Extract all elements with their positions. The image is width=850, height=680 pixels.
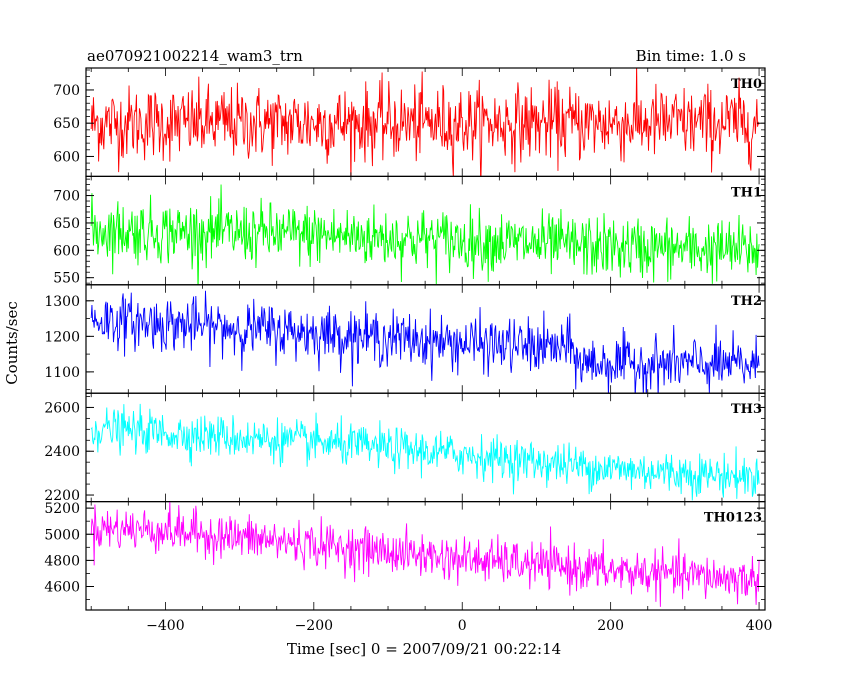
y-tick-label: 2200 [44, 488, 80, 504]
y-tick-label: 4800 [44, 553, 80, 569]
x-tick-label: −400 [146, 618, 184, 634]
y-tick-label: 5000 [44, 527, 80, 543]
panel-th3: 2200 2400 2600 TH3 [44, 392, 766, 504]
series-line-th0 [90, 68, 760, 177]
y-tick-label: 650 [53, 116, 80, 132]
x-axis: −400 −200 0 200 400 [146, 618, 772, 634]
y-tick-label: 2600 [44, 400, 80, 416]
panel-label-th3: TH3 [731, 402, 762, 417]
y-tick-label: 5200 [44, 501, 80, 517]
panel-label-th2: TH2 [731, 294, 762, 309]
figure-title: ae070921002214_wam3_trn [87, 47, 303, 65]
x-tick-label: −200 [295, 618, 333, 634]
panel-label-th0: TH0 [731, 77, 762, 92]
series-line-th2 [90, 290, 760, 394]
series-line-th1 [90, 184, 760, 285]
x-tick-label: 400 [746, 618, 773, 634]
y-axis-title: Counts/sec [3, 301, 21, 385]
panel-label-th0123: TH0123 [704, 511, 762, 526]
y-tick-label: 4600 [44, 579, 80, 595]
panel-th1: 550 600 650 700 TH1 [53, 175, 766, 287]
y-tick-label: 1200 [44, 329, 80, 345]
panel-th0: 600 650 700 TH0 [53, 67, 766, 178]
x-axis-title: Time [sec] 0 = 2007/09/21 00:22:14 [287, 640, 561, 658]
y-tick-label: 700 [53, 83, 80, 99]
bin-time-label: Bin time: 1.0 s [636, 47, 746, 65]
y-tick-label: 1100 [44, 365, 80, 381]
y-tick-label: 1300 [44, 294, 80, 310]
panels-group: 600 650 700 TH0 550 600 650 700 TH1 1100 1200 1300 T… [44, 67, 766, 611]
y-tick-label: 700 [53, 189, 80, 205]
panel-th2: 1100 1200 1300 TH2 [44, 284, 766, 394]
x-tick-label: 200 [597, 618, 624, 634]
panel-th0123: 4600 4800 5000 5200 TH0123 [44, 501, 766, 611]
y-tick-label: 600 [53, 149, 80, 165]
y-tick-label: 650 [53, 216, 80, 232]
series-line-th0123 [90, 501, 760, 607]
panel-label-th1: TH1 [731, 185, 762, 200]
series-line-th3 [90, 403, 760, 501]
panel-frame [85, 175, 766, 286]
y-tick-label: 550 [53, 271, 80, 287]
y-tick-label: 600 [53, 243, 80, 259]
x-tick-label: 0 [458, 618, 467, 634]
y-tick-label: 2400 [44, 444, 80, 460]
